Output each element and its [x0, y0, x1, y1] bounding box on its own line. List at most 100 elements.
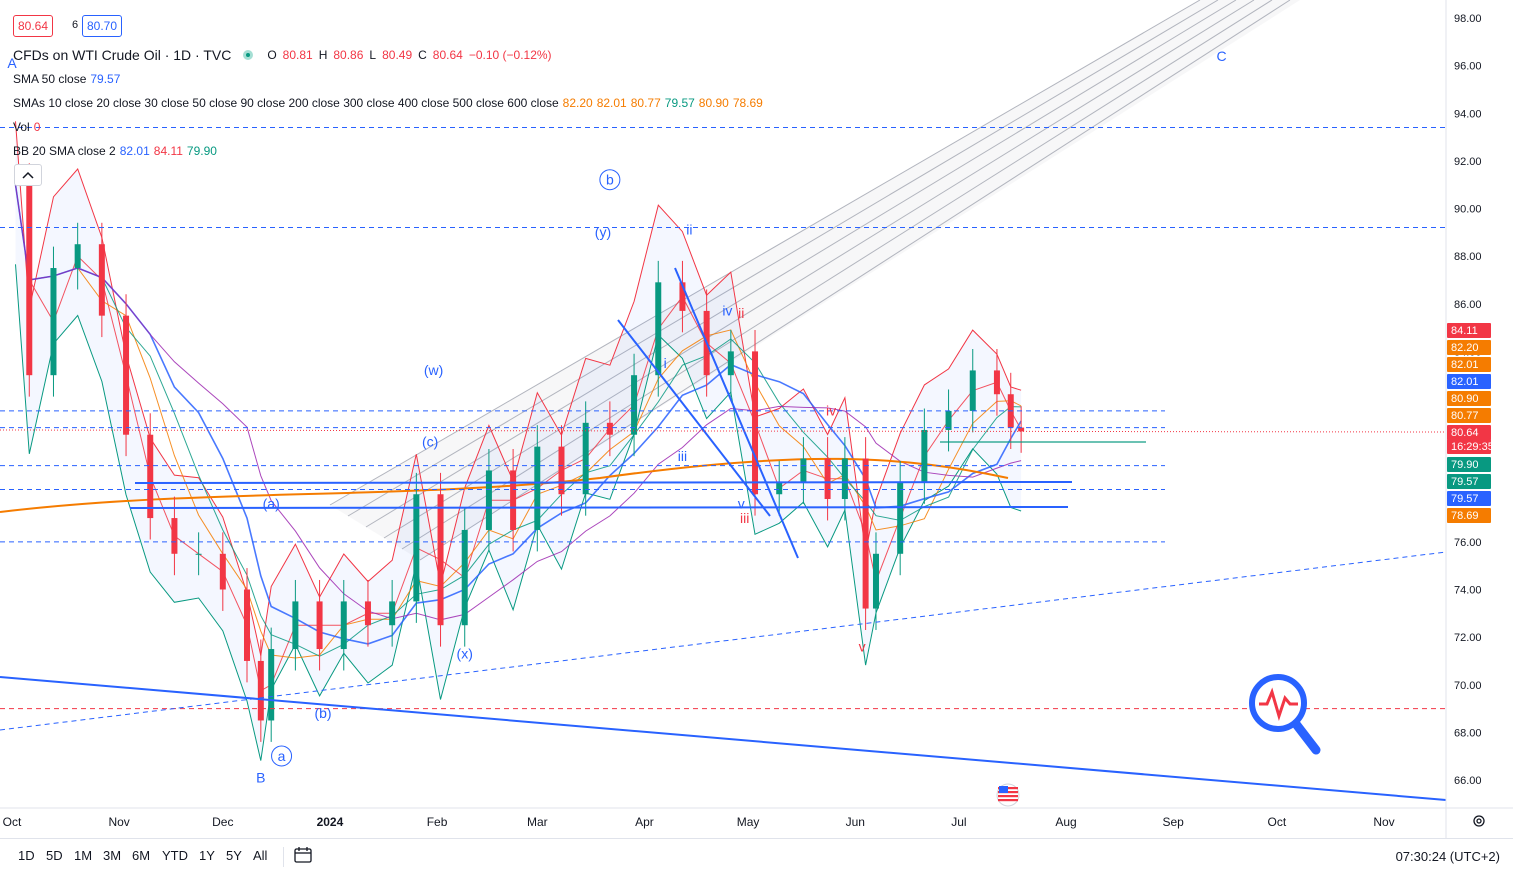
- smas-value-6: 78.69: [732, 96, 763, 110]
- range-button-ytd[interactable]: YTD: [162, 848, 188, 863]
- candle-body: [582, 422, 589, 495]
- price-axis[interactable]: 66.0068.0070.0072.0074.0076.0078.0080.00…: [1445, 0, 1482, 838]
- wave-label: (y): [595, 224, 611, 240]
- wave-label: v: [738, 496, 745, 512]
- time-axis[interactable]: Oct Nov Dec 2024 Feb Mar Apr May Jun Jul Aug Sep Oct…: [0, 807, 1513, 829]
- close-value: 80.64: [432, 48, 463, 62]
- ask-price[interactable]: 80.70: [82, 15, 123, 37]
- candle-body: [969, 370, 976, 411]
- wave-label: v: [859, 638, 866, 654]
- bollinger-row[interactable]: BB 20 SMA close 2 82.01 84.11 79.90: [13, 144, 217, 158]
- wave-label: iii: [678, 448, 687, 464]
- wave-label-circle: [271, 745, 293, 767]
- time-tick-label: 2024: [317, 815, 344, 829]
- overlay-icons: [996, 674, 1321, 807]
- close-label: C: [418, 48, 427, 62]
- candle-body: [993, 370, 1000, 395]
- candle-body: [316, 601, 323, 650]
- channel-line: [365, 0, 1237, 528]
- trendline: [617, 319, 771, 517]
- candle-body: [872, 553, 879, 609]
- price-tick-label: 92.00: [1454, 156, 1482, 168]
- volume-label: Vol: [13, 120, 30, 134]
- price-label-box: [1447, 391, 1491, 406]
- range-button-1d[interactable]: 1D: [18, 848, 35, 863]
- price-axis-labels: 84.11 82.20 82.01 82.01 80.90 80.77 80.64 16:29…: [1447, 323, 1494, 523]
- range-button-3m[interactable]: 3M: [103, 848, 122, 863]
- ascending-channel: [329, 0, 1300, 561]
- price-label-text: 82.01: [1451, 376, 1479, 388]
- range-button-5d[interactable]: 5D: [46, 848, 63, 863]
- price-label-box: [1447, 457, 1491, 472]
- price-label-text: 80.77: [1451, 410, 1479, 422]
- range-button-1m[interactable]: 1M: [74, 848, 93, 863]
- candle-body: [389, 601, 396, 626]
- candle-body: [631, 375, 638, 435]
- candle-body: [510, 470, 517, 530]
- candle-body: [147, 434, 154, 519]
- moving-average-line: [15, 184, 1022, 621]
- moving-average-line: [15, 184, 1022, 692]
- candle-body: [727, 351, 734, 376]
- high-value: 80.86: [333, 48, 364, 62]
- candle-body: [1018, 427, 1025, 432]
- candle-body: [292, 601, 299, 650]
- bollinger-bands: [15, 121, 1022, 761]
- change-value: −0.10 (−0.12%): [468, 48, 552, 62]
- gear-icon[interactable]: [1472, 814, 1486, 828]
- magnifier-pulse-icon[interactable]: [1249, 674, 1321, 755]
- smas-row[interactable]: SMAs 10 close 20 close 30 close 50 close…: [13, 96, 763, 110]
- calendar-icon[interactable]: [293, 845, 313, 865]
- range-button-5y[interactable]: 5Y: [226, 848, 242, 863]
- price-label-box: [1447, 474, 1491, 489]
- candle-body: [437, 494, 444, 626]
- collapse-legend-button[interactable]: [14, 164, 42, 186]
- candle-body: [123, 315, 130, 435]
- candle-body: [364, 601, 371, 626]
- wave-label: B: [256, 769, 265, 785]
- range-button-1y[interactable]: 1Y: [199, 848, 215, 863]
- candle-body: [50, 268, 57, 376]
- candle-body: [195, 553, 202, 555]
- candle-body: [776, 482, 783, 495]
- wave-label: iv: [722, 303, 732, 319]
- symbol-title[interactable]: CFDs on WTI Crude Oil · 1D · TVC: [13, 47, 232, 63]
- volume-row[interactable]: Vol 0: [13, 120, 40, 134]
- symbol-row[interactable]: CFDs on WTI Crude Oil · 1D · TVC O 80.81 …: [13, 47, 554, 63]
- price-label-text: 79.57: [1451, 476, 1479, 488]
- spread-value: 6: [68, 15, 83, 35]
- sma50-row[interactable]: SMA 50 close 79.57: [13, 72, 120, 86]
- time-tick-label: Mar: [527, 815, 548, 829]
- us-flag-icon[interactable]: [996, 783, 1020, 807]
- bid-price[interactable]: 80.64: [13, 15, 54, 37]
- clock-timezone[interactable]: 07:30:24 (UTC+2): [1395, 849, 1500, 864]
- time-tick-label: Nov: [108, 815, 129, 829]
- price-label-text: 82.01: [1451, 359, 1479, 371]
- channel-line: [347, 0, 1219, 517]
- drawn-trendlines: [0, 127, 1447, 801]
- price-tick-label: 90.00: [1454, 204, 1482, 216]
- wave-label: (w): [424, 362, 443, 378]
- wave-label: (c): [422, 434, 438, 450]
- wave-label: a: [278, 748, 286, 764]
- range-button-all[interactable]: All: [253, 848, 268, 863]
- wave-label: (a): [263, 496, 280, 512]
- price-label-text: 82.20: [1451, 342, 1479, 354]
- bottom-toolbar: 1D 5D 1M 3M 6M YTD 1Y 5Y All 07:30:24 (U…: [0, 838, 1513, 876]
- candle-body: [606, 422, 613, 435]
- open-value: 80.81: [282, 48, 313, 62]
- candle-body: [800, 458, 807, 483]
- price-label-box: [1447, 491, 1491, 506]
- range-button-6m[interactable]: 6M: [132, 848, 151, 863]
- time-tick-label: Apr: [635, 815, 654, 829]
- channel-fill: [330, 0, 1300, 560]
- trendline: [129, 506, 1069, 509]
- bollinger-label: BB 20 SMA close 2: [13, 144, 116, 158]
- bollinger-basis: 82.01: [119, 144, 150, 158]
- last-price-line: [0, 429, 1447, 433]
- candle-body: [841, 458, 848, 500]
- price-label-box: [1447, 323, 1491, 338]
- smas-value-5: 80.90: [698, 96, 729, 110]
- chevron-up-icon: [22, 171, 34, 179]
